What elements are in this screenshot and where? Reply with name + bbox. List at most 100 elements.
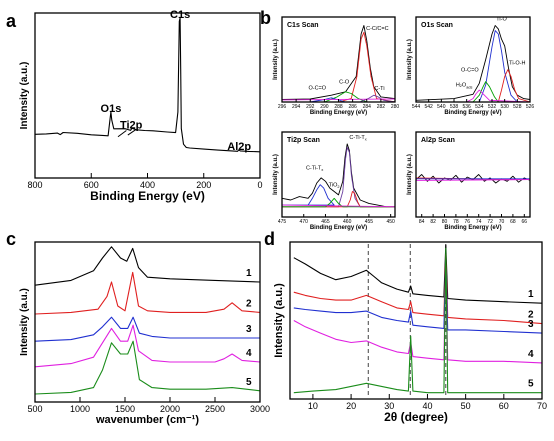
- x-tick-label: 82: [430, 219, 436, 225]
- x-tick-label: 2500: [205, 404, 225, 414]
- annotation-text: Ti2p: [120, 120, 143, 132]
- y-axis-label: Intensity (a.u.): [407, 154, 413, 195]
- series-label: 5: [528, 379, 534, 390]
- series-label: 1: [528, 289, 534, 300]
- panel-label-a: a: [6, 11, 17, 31]
- annotation-text: C-Ti-T: [349, 135, 365, 141]
- x-tick-label: 66: [522, 219, 528, 225]
- plot-frame: [289, 241, 543, 400]
- panel-label-b: b: [260, 8, 271, 28]
- x-tick-label: 0: [257, 180, 262, 190]
- annotation: C1s: [170, 9, 190, 21]
- x-tick-label: 455: [365, 219, 374, 225]
- plot-frame: [281, 131, 396, 218]
- x-tick-label: 60: [499, 401, 509, 411]
- series-line-2: [282, 184, 335, 206]
- x-tick-label: 475: [278, 219, 287, 225]
- x-tick-label: 2000: [160, 404, 180, 414]
- annotation: O-C=O: [461, 67, 479, 73]
- x-tick-label: 84: [419, 219, 425, 225]
- series-line-2: [282, 31, 396, 103]
- series-line-3: [416, 69, 531, 103]
- y-axis-label: Intensity (a.u.): [407, 39, 413, 80]
- x-tick-label: 470: [300, 219, 309, 225]
- x-tick-label: 1000: [70, 404, 90, 414]
- x-tick-label: 30: [384, 401, 394, 411]
- annotation-text: C-Ti-T: [306, 165, 322, 171]
- annotation-arrow: [117, 130, 127, 138]
- annotation-text: O-C=O: [309, 85, 327, 91]
- series-line-2: [34, 271, 261, 315]
- x-tick-label: 465: [321, 219, 330, 225]
- x-tick-label: 286: [348, 104, 357, 110]
- series-line-5: [34, 340, 261, 395]
- annotation-text: Al2p: [227, 141, 251, 153]
- series-line-1: [281, 143, 395, 208]
- series-line-3: [34, 316, 260, 342]
- panel-label-c: c: [6, 229, 16, 249]
- x-tick-label: 526: [526, 104, 535, 110]
- x-axis-label: Binding Energy (eV): [444, 225, 501, 231]
- chart-title: Ti2p Scan: [287, 137, 320, 144]
- series-line-3: [282, 146, 395, 208]
- series-label: 2: [528, 310, 534, 321]
- series-label: 3: [246, 324, 252, 335]
- x-tick-label: 542: [424, 104, 433, 110]
- panel-b4: 84 82 80 78 76 74 72 70 68 66 Binding Energy (eV) I…: [407, 131, 531, 231]
- series-label: 1: [246, 268, 252, 279]
- series-line-1: [34, 17, 261, 153]
- x-tick-label: 76: [465, 219, 471, 225]
- panel-b2: 544 542 540 538 536 534 532 530 528 526 Binding En…: [407, 16, 534, 116]
- series-line-6: [281, 204, 396, 208]
- annotation-subscript: x: [365, 137, 367, 141]
- x-axis-label: Binding Energy (eV): [310, 110, 367, 116]
- annotation-text: Ti-O-H: [509, 61, 525, 67]
- panel-label-d: d: [264, 229, 275, 249]
- annotation-text: C-Ti: [374, 86, 384, 92]
- annotation-text: TiO: [329, 182, 338, 188]
- annotation-subscript: 2: [337, 185, 339, 189]
- x-tick-label: 800: [27, 180, 42, 190]
- annotation: Ti2p: [120, 120, 143, 132]
- annotation-text: O1s: [101, 103, 122, 115]
- x-axis-label: Binding Energy (eV): [444, 110, 501, 116]
- x-tick-label: 68: [510, 219, 516, 225]
- panel-b3: 475 470 465 460 455 450 Binding Energy (eV) Int…: [273, 131, 396, 231]
- series-line-1: [293, 244, 543, 304]
- x-tick-label: 280: [391, 104, 400, 110]
- x-tick-label: 80: [442, 219, 448, 225]
- x-tick-label: 284: [363, 104, 372, 110]
- series-line-4: [293, 269, 543, 364]
- x-tick-label: 532: [488, 104, 497, 110]
- annotation: TiO2: [329, 182, 340, 189]
- series-line-4: [415, 179, 531, 181]
- annotation-text: O-C=O: [461, 67, 479, 73]
- x-axis-label: Binding Energy (eV): [310, 225, 367, 231]
- x-tick-label: 74: [476, 219, 482, 225]
- x-tick-label: 400: [140, 180, 155, 190]
- series-line-5: [293, 247, 542, 394]
- x-tick-label: 450: [386, 219, 395, 225]
- x-tick-label: 460: [343, 219, 352, 225]
- plot-frame: [34, 12, 261, 179]
- x-tick-label: 40: [422, 401, 432, 411]
- plot-frame: [34, 241, 261, 403]
- annotation-text: C-C/C=C: [366, 26, 388, 32]
- x-tick-label: 528: [513, 104, 522, 110]
- x-tick-label: 70: [537, 401, 547, 411]
- x-axis-label: Binding Energy (eV): [90, 189, 205, 203]
- annotation-arrow: [127, 128, 137, 136]
- y-axis-label: Intensity (a.u.): [273, 39, 279, 80]
- series-label: 2: [246, 298, 252, 309]
- x-tick-label: 288: [334, 104, 343, 110]
- annotation: C-Ti-Tx: [349, 135, 366, 142]
- plot-frame: [415, 131, 531, 218]
- annotation: O1s: [101, 103, 122, 115]
- x-tick-label: 296: [278, 104, 287, 110]
- annotation: C-Ti-Tx: [306, 165, 323, 172]
- x-tick-label: 282: [377, 104, 386, 110]
- annotation: C-O: [339, 79, 350, 85]
- x-tick-label: 70: [499, 219, 505, 225]
- annotation-text: H₂O: [456, 83, 467, 89]
- x-tick-label: 292: [306, 104, 315, 110]
